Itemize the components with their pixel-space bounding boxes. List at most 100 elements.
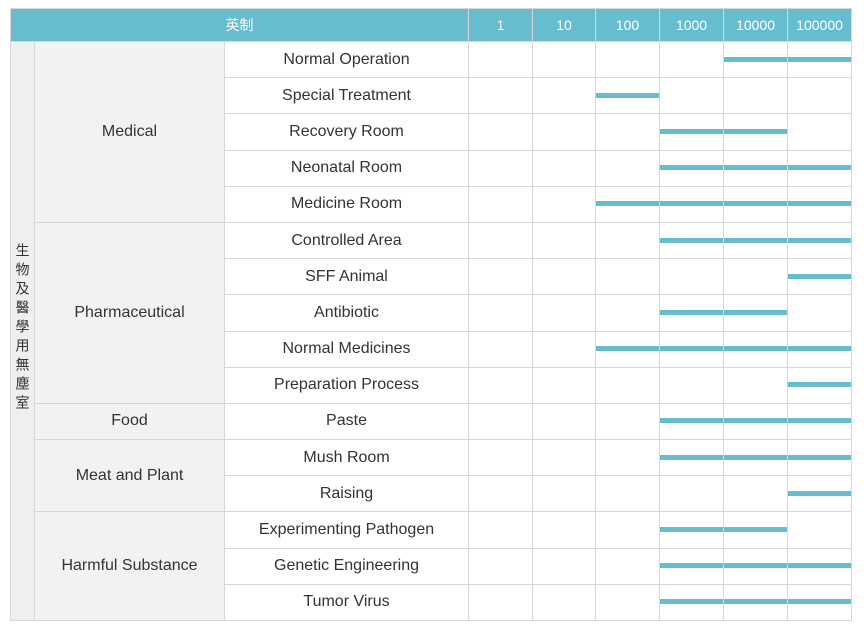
class-cell xyxy=(468,77,534,115)
class-cell xyxy=(723,77,789,115)
industry-label-cell: 生物及醫學用無塵室 xyxy=(10,41,35,621)
class-cell xyxy=(468,475,534,513)
header-title: 英制 xyxy=(9,8,470,42)
class-range-bar xyxy=(660,346,724,352)
class-cell xyxy=(532,40,597,79)
category-cell: Medical xyxy=(34,41,225,223)
table-row: Preparation Process xyxy=(11,366,853,404)
application-cell: Mush Room xyxy=(223,439,470,477)
class-range-bar xyxy=(788,382,852,388)
class-cell xyxy=(659,511,725,549)
class-cell xyxy=(723,113,789,151)
class-cell xyxy=(595,511,661,549)
industry-label: 生物及醫學用無塵室 xyxy=(14,243,31,414)
class-range-bar xyxy=(660,165,724,171)
class-cell xyxy=(659,149,725,187)
class-cell xyxy=(468,258,534,296)
class-range-bar xyxy=(724,201,788,207)
class-cell xyxy=(659,439,725,477)
class-range-bar xyxy=(788,273,852,279)
class-cell xyxy=(787,149,853,187)
class-cell xyxy=(595,40,661,79)
class-range-bar xyxy=(660,527,724,533)
class-cell xyxy=(595,294,661,332)
class-cell xyxy=(468,294,534,332)
header-row: 英制 1 10 100 1000 10000 100000 xyxy=(9,8,853,42)
class-header: 10 xyxy=(532,8,597,42)
class-header: 1 xyxy=(468,8,534,42)
application-cell: Normal Operation xyxy=(223,40,470,79)
class-cell xyxy=(532,583,597,622)
class-cell xyxy=(659,113,725,151)
class-cell xyxy=(532,258,597,296)
class-range-bar xyxy=(788,346,852,352)
category-cell: Meat and Plant xyxy=(34,439,225,513)
class-cell xyxy=(595,221,661,260)
table-row: Pharmaceutical Controlled Area xyxy=(11,221,853,404)
class-cell xyxy=(532,113,597,151)
class-cell xyxy=(468,366,534,404)
class-cell xyxy=(532,77,597,115)
class-cell xyxy=(723,221,789,260)
class-cell xyxy=(595,439,661,477)
class-range-bar xyxy=(788,563,852,569)
class-cell xyxy=(787,113,853,151)
class-cell xyxy=(723,294,789,332)
application-cell: Tumor Virus xyxy=(223,583,470,622)
class-cell xyxy=(723,40,789,79)
class-cell xyxy=(787,258,853,296)
class-cell xyxy=(532,511,597,549)
class-range-bar xyxy=(788,454,852,460)
class-cell xyxy=(595,475,661,513)
application-cell: Antibiotic xyxy=(223,294,470,332)
class-header: 10000 xyxy=(723,8,789,42)
class-cell xyxy=(723,185,789,223)
class-cell xyxy=(787,366,853,404)
application-cell: Recovery Room xyxy=(223,113,470,151)
table-row: Harmful Substance Experimenting Pathogen xyxy=(11,511,853,621)
class-cell xyxy=(723,258,789,296)
class-cell xyxy=(595,258,661,296)
table-row: 生物及醫學用無塵室 Medical Normal Operation xyxy=(10,40,853,621)
class-range-bar xyxy=(724,418,788,424)
class-cell xyxy=(659,475,725,513)
class-range-bar xyxy=(660,201,724,207)
class-cell xyxy=(723,475,789,513)
class-cell xyxy=(595,547,661,585)
class-range-bar xyxy=(724,56,788,62)
application-cell: Neonatal Room xyxy=(223,149,470,187)
class-cell xyxy=(532,439,597,477)
class-cell xyxy=(532,402,597,441)
application-cell: Special Treatment xyxy=(223,77,470,115)
class-range-bar xyxy=(788,418,852,424)
class-cell xyxy=(787,221,853,260)
class-cell xyxy=(659,366,725,404)
class-range-bar xyxy=(788,490,852,496)
cleanroom-classification-table-container: 英制 1 10 100 1000 10000 100000 生物及醫學用無塵室 M… xyxy=(9,8,853,622)
class-range-bar xyxy=(660,237,724,243)
class-cell xyxy=(659,583,725,622)
table-row: Antibiotic xyxy=(11,294,853,332)
class-range-bar xyxy=(660,128,724,134)
class-cell xyxy=(659,40,725,79)
class-cell xyxy=(468,330,534,368)
table-row: Recovery Room xyxy=(11,113,853,151)
class-cell xyxy=(787,475,853,513)
class-range-bar xyxy=(788,56,852,62)
class-cell xyxy=(595,366,661,404)
table-row: Tumor Virus xyxy=(11,583,853,622)
class-cell xyxy=(532,547,597,585)
class-cell xyxy=(659,221,725,260)
table-row: SFF Animal xyxy=(11,258,853,296)
application-cell: Medicine Room xyxy=(223,185,470,223)
class-cell xyxy=(723,402,789,441)
class-cell xyxy=(723,583,789,622)
class-range-bar xyxy=(724,599,788,605)
class-cell xyxy=(659,258,725,296)
cleanroom-classification-table: 英制 1 10 100 1000 10000 100000 生物及醫學用無塵室 M… xyxy=(9,8,853,622)
class-header: 100 xyxy=(595,8,661,42)
class-cell xyxy=(723,547,789,585)
application-cell: Experimenting Pathogen xyxy=(223,511,470,549)
class-range-bar xyxy=(660,599,724,605)
class-cell xyxy=(468,185,534,223)
